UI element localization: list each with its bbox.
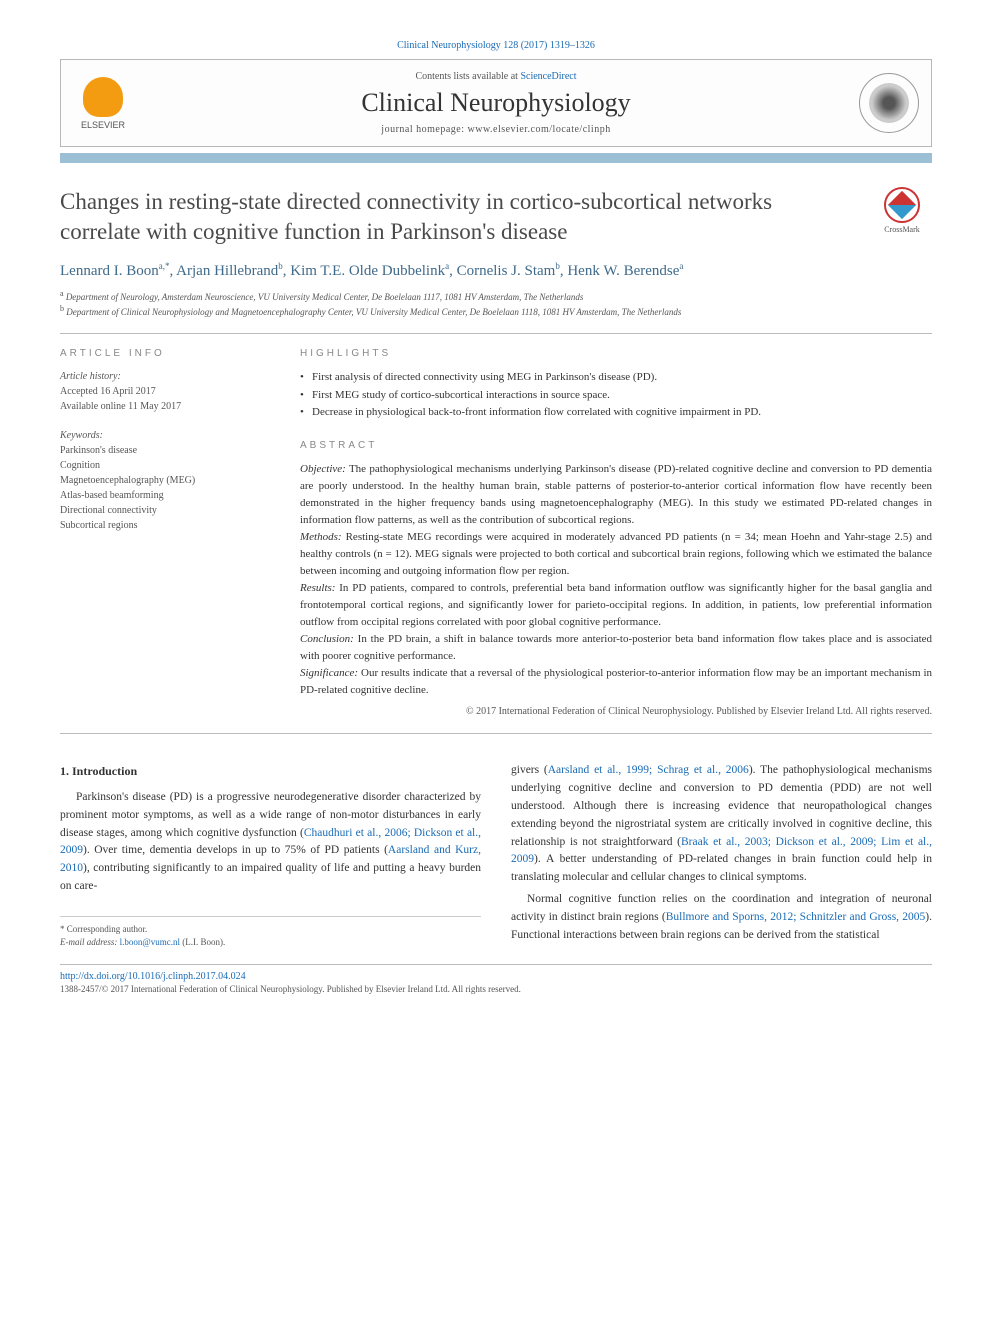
article-info-column: ARTICLE INFO Article history: Accepted 1…	[60, 348, 270, 719]
abstract-results: In PD patients, compared to controls, pr…	[300, 582, 932, 628]
body-columns: 1. Introduction Parkinson's disease (PD)…	[60, 762, 932, 949]
society-logo	[859, 73, 919, 133]
header-center: Contents lists available at ScienceDirec…	[133, 71, 859, 135]
author-link[interactable]: Henk W. Berendse	[567, 263, 679, 279]
body-text: givers (	[511, 764, 548, 776]
author-link[interactable]: Cornelis J. Stam	[457, 263, 556, 279]
history-label: Article history:	[60, 369, 270, 384]
abstract-body: Objective: The pathophysiological mechan…	[300, 461, 932, 700]
body-paragraph: givers (Aarsland et al., 1999; Schrag et…	[511, 762, 932, 887]
corresponding-author: * Corresponding author. E-mail address: …	[60, 916, 481, 950]
affiliation-text: Department of Clinical Neurophysiology a…	[66, 307, 681, 317]
crossmark-label: CrossMark	[884, 225, 920, 234]
body-paragraph: Normal cognitive function relies on the …	[511, 891, 932, 944]
abstract-methods: Resting-state MEG recordings were acquir…	[300, 531, 932, 577]
email-label: E-mail address:	[60, 937, 117, 947]
highlight-item: First MEG study of cortico-subcortical i…	[300, 387, 932, 405]
keyword: Directional connectivity	[60, 503, 270, 518]
highlights-label: HIGHLIGHTS	[300, 348, 932, 359]
author-affil-sup: a,*	[159, 261, 170, 271]
author-list: Lennard I. Boona,*, Arjan Hillebrandb, K…	[60, 261, 932, 280]
body-column-left: 1. Introduction Parkinson's disease (PD)…	[60, 762, 481, 949]
citation-link[interactable]: Bullmore and Sporns, 2012; Schnitzler an…	[666, 911, 926, 923]
affiliations: a Department of Neurology, Amsterdam Neu…	[60, 288, 932, 319]
body-column-right: givers (Aarsland et al., 1999; Schrag et…	[511, 762, 932, 949]
author-link[interactable]: Lennard I. Boon	[60, 263, 159, 279]
accent-bar	[60, 153, 932, 163]
article-page: Clinical Neurophysiology 128 (2017) 1319…	[0, 0, 992, 1024]
doi-line: http://dx.doi.org/10.1016/j.clinph.2017.…	[60, 971, 932, 982]
elsevier-tree-icon	[83, 77, 123, 117]
keywords-label: Keywords:	[60, 428, 270, 443]
journal-reference: Clinical Neurophysiology 128 (2017) 1319…	[60, 40, 932, 51]
accepted-date: Accepted 16 April 2017	[60, 384, 270, 399]
keyword: Parkinson's disease	[60, 443, 270, 458]
article-title: Changes in resting-state directed connec…	[60, 187, 852, 247]
abstract-significance-label: Significance:	[300, 667, 358, 679]
corr-star: * Corresponding author.	[60, 923, 481, 937]
abstract-objective-label: Objective:	[300, 463, 346, 475]
journal-homepage[interactable]: journal homepage: www.elsevier.com/locat…	[133, 124, 859, 135]
contents-prefix: Contents lists available at	[415, 71, 520, 82]
page-footer: http://dx.doi.org/10.1016/j.clinph.2017.…	[60, 964, 932, 994]
author-affil-sup: b	[555, 261, 560, 271]
abstract-significance: Our results indicate that a reversal of …	[300, 667, 932, 696]
body-text: ). Over time, dementia develops in up to…	[83, 844, 388, 856]
doi-link[interactable]: http://dx.doi.org/10.1016/j.clinph.2017.…	[60, 971, 246, 982]
online-date: Available online 11 May 2017	[60, 399, 270, 414]
abstract-results-label: Results:	[300, 582, 335, 594]
author-affil-sup: a	[679, 261, 683, 271]
body-text: ). A better understanding of PD-related …	[511, 853, 932, 883]
title-row: Changes in resting-state directed connec…	[60, 187, 932, 247]
author-affil-sup: a	[445, 261, 449, 271]
keyword: Subcortical regions	[60, 518, 270, 533]
elsevier-logo[interactable]: ELSEVIER	[73, 68, 133, 138]
issn-copyright: 1388-2457/© 2017 International Federatio…	[60, 984, 932, 994]
abstract-column: HIGHLIGHTS First analysis of directed co…	[300, 348, 932, 719]
highlight-item: Decrease in physiological back-to-front …	[300, 404, 932, 422]
article-info-label: ARTICLE INFO	[60, 348, 270, 359]
corr-email-link[interactable]: l.boon@vumc.nl	[120, 937, 180, 947]
author-link[interactable]: Kim T.E. Olde Dubbelink	[290, 263, 445, 279]
publisher-name: ELSEVIER	[81, 120, 125, 130]
highlights-list: First analysis of directed connectivity …	[300, 369, 932, 422]
abstract-copyright: © 2017 International Federation of Clini…	[300, 705, 932, 719]
abstract-label: ABSTRACT	[300, 440, 932, 451]
affiliation-a: a Department of Neurology, Amsterdam Neu…	[60, 288, 932, 304]
affiliation-b: b Department of Clinical Neurophysiology…	[60, 303, 932, 319]
article-history: Article history: Accepted 16 April 2017 …	[60, 369, 270, 414]
highlight-item: First analysis of directed connectivity …	[300, 369, 932, 387]
journal-ref-link[interactable]: Clinical Neurophysiology 128 (2017) 1319…	[397, 40, 595, 51]
abstract-methods-label: Methods:	[300, 531, 342, 543]
journal-header: ELSEVIER Contents lists available at Sci…	[60, 59, 932, 147]
keywords-block: Keywords: Parkinson's disease Cognition …	[60, 428, 270, 533]
sciencedirect-link[interactable]: ScienceDirect	[520, 71, 576, 82]
keyword: Cognition	[60, 458, 270, 473]
citation-link[interactable]: Aarsland et al., 1999; Schrag et al., 20…	[548, 764, 749, 776]
contents-available: Contents lists available at ScienceDirec…	[133, 71, 859, 82]
abstract-conclusion: In the PD brain, a shift in balance towa…	[300, 633, 932, 662]
society-logo-icon	[869, 83, 909, 123]
journal-title: Clinical Neurophysiology	[133, 88, 859, 118]
abstract-objective: The pathophysiological mechanisms underl…	[300, 463, 932, 526]
keyword: Magnetoencephalography (MEG)	[60, 473, 270, 488]
keyword: Atlas-based beamforming	[60, 488, 270, 503]
intro-heading: 1. Introduction	[60, 762, 481, 781]
corr-email-line: E-mail address: l.boon@vumc.nl (L.I. Boo…	[60, 936, 481, 950]
info-row: ARTICLE INFO Article history: Accepted 1…	[60, 348, 932, 719]
corr-name: (L.I. Boon).	[182, 937, 225, 947]
body-paragraph: Parkinson's disease (PD) is a progressiv…	[60, 789, 481, 896]
author-affil-sup: b	[278, 261, 283, 271]
crossmark-icon	[884, 187, 920, 223]
crossmark-badge[interactable]: CrossMark	[872, 187, 932, 234]
author-link[interactable]: Arjan Hillebrand	[176, 263, 278, 279]
divider	[60, 733, 932, 734]
body-text: ), contributing significantly to an impa…	[60, 862, 481, 892]
abstract-conclusion-label: Conclusion:	[300, 633, 354, 645]
divider	[60, 333, 932, 334]
affiliation-text: Department of Neurology, Amsterdam Neuro…	[66, 292, 584, 302]
